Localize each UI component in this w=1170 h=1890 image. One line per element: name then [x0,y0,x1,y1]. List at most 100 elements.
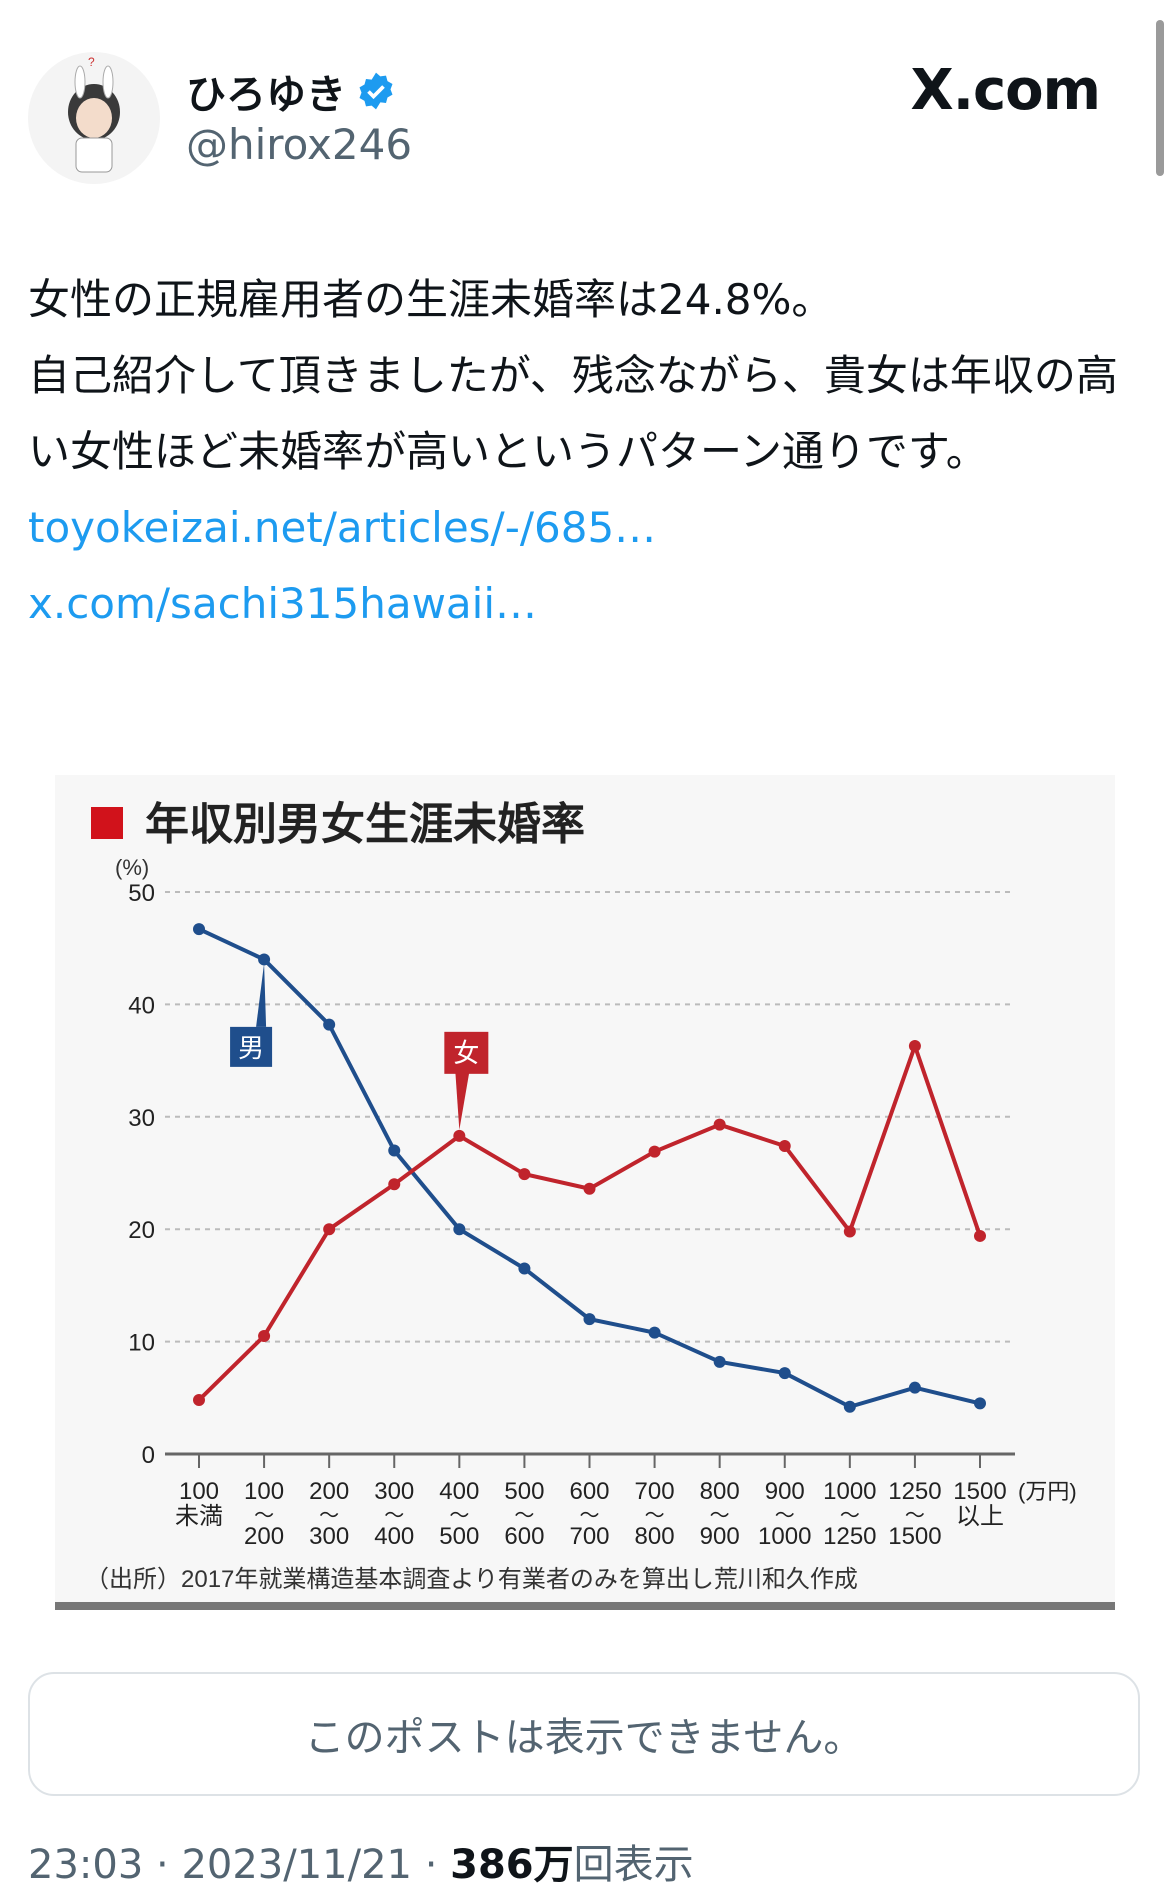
data-point-female [974,1229,986,1242]
post-date[interactable]: 2023/11/21 [181,1842,412,1888]
x-tick-label: 800 [635,1523,675,1550]
y-tick-label: 20 [128,1217,155,1244]
x-tick-label: 200 [244,1523,284,1550]
data-point-male [518,1262,531,1275]
data-point-female [843,1225,856,1238]
x-tick-label: 1250 [823,1523,876,1550]
x-tick-label: ～ [449,1505,469,1527]
separator: · [143,1842,182,1888]
data-point-male [258,953,271,966]
unavailable-quote-card: このポストは表示できません。 [28,1672,1140,1796]
user-name[interactable]: ひろゆき [186,62,396,120]
x-axis-unit: (万円) [1018,1479,1077,1504]
x-tick-label: 700 [569,1523,609,1550]
x-tick-label: 600 [504,1523,544,1550]
x-tick-label: 400 [439,1478,479,1505]
data-point-male [974,1397,986,1410]
x-tick-label: 1250 [888,1478,941,1505]
x-tick-label: 800 [700,1478,740,1505]
line-chart: 年収別男女生涯未婚率(%)01020304050100未満100～200200～… [85,800,1077,1593]
data-point-female [323,1223,336,1236]
data-point-female [583,1182,596,1195]
y-tick-label: 10 [128,1330,155,1357]
user-name-text: ひろゆき [186,72,346,118]
verified-badge-icon [359,72,393,110]
y-tick-label: 0 [142,1442,155,1469]
user-handle[interactable]: @hirox246 [186,120,413,169]
x-tick-label: 未満 [175,1503,223,1530]
separator: · [411,1842,451,1888]
data-point-male [778,1367,791,1380]
view-count: 386万 [450,1842,574,1888]
x-tick-label: 1000 [823,1478,876,1505]
x-tick-label: 100 [179,1478,219,1505]
male-label-box [230,1026,273,1067]
y-axis-unit: (%) [115,855,149,880]
quoted-post-link[interactable]: x.com/sachi315hawaii… [28,579,538,628]
female-label-box [444,1031,489,1074]
x-tick-label: 1000 [758,1523,811,1550]
data-point-female [193,1394,205,1407]
data-point-female [518,1168,531,1181]
data-point-male [453,1223,466,1236]
chart-image[interactable]: 年収別男女生涯未婚率 (%) 0 10 20 30 40 50 100 未満 100 ～ 200 200 ～… [55,775,1115,1610]
unavailable-message: このポストは表示できません。 [304,1715,864,1761]
post-meta: 23:03 · 2023/11/21 · 386万回表示 [28,1832,694,1890]
data-point-female [648,1145,661,1158]
x-tick-label: ～ [775,1505,795,1527]
x-tick-label: ～ [384,1505,404,1527]
data-point-male [388,1144,401,1157]
chart-source: （出所）2017年就業構造基本調査より有業者のみを算出し荒川和久作成 [85,1566,858,1593]
chart-bottom-bar [55,1602,1115,1610]
x-tick-label: ～ [254,1505,274,1527]
view-label: 回表示 [573,1842,694,1888]
series-line-female [197,1039,982,1402]
data-point-female [258,1329,271,1342]
data-point-male [648,1326,661,1339]
series-line-male [198,927,981,1409]
x-tick-label: 900 [700,1523,740,1550]
article-link[interactable]: toyokeizai.net/articles/-/685… [28,503,657,552]
male-label: 男 [238,1033,264,1063]
x-tick-label: ～ [514,1505,534,1527]
female-label: 女 [453,1038,479,1068]
x-tick-label: 以上 [956,1503,1004,1530]
x-tick-label: ～ [645,1505,665,1527]
x-tick-label: ～ [905,1505,925,1527]
x-tick-label: 100 [244,1478,284,1505]
x-tick-label: ～ [580,1505,600,1527]
data-point-female [778,1140,791,1153]
x-logo: X.com [910,58,1101,123]
x-tick-label: 500 [504,1478,544,1505]
data-point-female [453,1129,466,1142]
x-tick-label: ～ [319,1505,339,1527]
data-point-female [388,1178,401,1191]
data-point-male [323,1018,336,1031]
data-point-male [908,1381,921,1394]
svg-text:?: ? [88,55,95,69]
data-point-female [713,1118,726,1131]
x-tick-label: 300 [374,1478,414,1505]
avatar[interactable]: ? [28,52,160,184]
data-point-male [843,1400,856,1413]
y-tick-label: 50 [128,880,155,907]
y-tick-label: 40 [128,992,155,1019]
data-point-male [193,923,205,936]
post-time[interactable]: 23:03 [28,1842,144,1888]
scrollbar[interactable] [1156,20,1164,176]
x-tick-label: ～ [840,1505,860,1527]
post-body: 女性の正規雇用者の生涯未婚率は24.8%。 自己紹介して頂きましたが、残念ながら… [28,275,1118,476]
data-point-male [583,1313,596,1326]
x-tick-label: 1500 [953,1478,1006,1505]
y-tick-label: 30 [128,1105,155,1132]
x-tick-label: ～ [710,1505,730,1527]
x-tick-label: 500 [439,1523,479,1550]
chart-title: 年収別男女生涯未婚率 [145,800,585,849]
avatar-illustration-icon: ? [68,55,120,173]
title-marker-icon [91,807,123,839]
post-text: 女性の正規雇用者の生涯未婚率は24.8%。 自己紹介して頂きましたが、残念ながら… [28,262,1148,642]
x-tick-label: 200 [309,1478,349,1505]
x-tick-label: 1500 [888,1523,941,1550]
x-tick-label: 300 [309,1523,349,1550]
data-point-female [908,1039,921,1052]
